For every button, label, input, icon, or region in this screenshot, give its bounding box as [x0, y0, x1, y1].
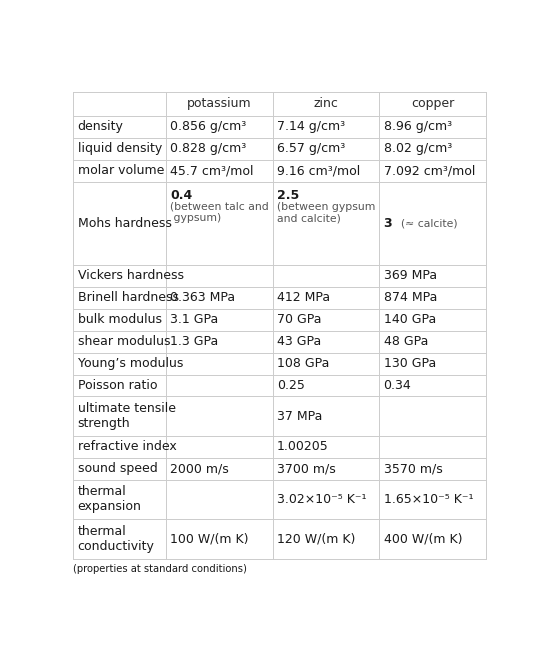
Text: 1.3 GPa: 1.3 GPa: [170, 335, 219, 348]
Text: (between gypsum
and calcite): (between gypsum and calcite): [277, 202, 376, 223]
Text: 400 W/(m K): 400 W/(m K): [384, 532, 462, 545]
Text: 369 MPa: 369 MPa: [384, 269, 437, 282]
Text: 3700 m/s: 3700 m/s: [277, 462, 336, 475]
Text: 0.828 g/cm³: 0.828 g/cm³: [170, 142, 247, 155]
Text: thermal
conductivity: thermal conductivity: [78, 525, 155, 553]
Text: (≈ calcite): (≈ calcite): [394, 218, 458, 228]
Text: Brinell hardness: Brinell hardness: [78, 291, 179, 304]
Text: 3: 3: [384, 217, 392, 230]
Text: 48 GPa: 48 GPa: [384, 335, 428, 348]
Text: thermal
expansion: thermal expansion: [78, 485, 141, 513]
Text: 45.7 cm³/mol: 45.7 cm³/mol: [170, 164, 254, 177]
Text: 3570 m/s: 3570 m/s: [384, 462, 442, 475]
Text: Mohs hardness: Mohs hardness: [78, 217, 171, 230]
Text: 6.57 g/cm³: 6.57 g/cm³: [277, 142, 345, 155]
Text: Young’s modulus: Young’s modulus: [78, 357, 183, 370]
Text: 7.092 cm³/mol: 7.092 cm³/mol: [384, 164, 475, 177]
Text: 7.14 g/cm³: 7.14 g/cm³: [277, 121, 345, 134]
Text: 0.4: 0.4: [170, 190, 193, 202]
Text: 100 W/(m K): 100 W/(m K): [170, 532, 249, 545]
Text: 3.02×10⁻⁵ K⁻¹: 3.02×10⁻⁵ K⁻¹: [277, 493, 366, 506]
Text: 874 MPa: 874 MPa: [384, 291, 437, 304]
Text: 37 MPa: 37 MPa: [277, 410, 322, 422]
Text: 0.34: 0.34: [384, 379, 411, 392]
Text: (between talc and
 gypsum): (between talc and gypsum): [170, 202, 269, 223]
Text: ultimate tensile
strength: ultimate tensile strength: [78, 402, 176, 430]
Text: 3.1 GPa: 3.1 GPa: [170, 313, 219, 326]
Text: refractive index: refractive index: [78, 441, 176, 454]
Text: 8.96 g/cm³: 8.96 g/cm³: [384, 121, 452, 134]
Text: Vickers hardness: Vickers hardness: [78, 269, 183, 282]
Text: 0.363 MPa: 0.363 MPa: [170, 291, 236, 304]
Text: molar volume: molar volume: [78, 164, 164, 177]
Text: 2000 m/s: 2000 m/s: [170, 462, 229, 475]
Text: 1.00205: 1.00205: [277, 441, 329, 454]
Text: 108 GPa: 108 GPa: [277, 357, 329, 370]
Text: density: density: [78, 121, 123, 134]
Text: potassium: potassium: [187, 97, 252, 110]
Text: 0.856 g/cm³: 0.856 g/cm³: [170, 121, 247, 134]
Text: 412 MPa: 412 MPa: [277, 291, 330, 304]
Text: Poisson ratio: Poisson ratio: [78, 379, 157, 392]
Text: shear modulus: shear modulus: [78, 335, 170, 348]
Text: 0.25: 0.25: [277, 379, 305, 392]
Text: liquid density: liquid density: [78, 142, 162, 155]
Text: 1.65×10⁻⁵ K⁻¹: 1.65×10⁻⁵ K⁻¹: [384, 493, 473, 506]
Text: 43 GPa: 43 GPa: [277, 335, 321, 348]
Text: zinc: zinc: [313, 97, 339, 110]
Text: 70 GPa: 70 GPa: [277, 313, 322, 326]
Text: bulk modulus: bulk modulus: [78, 313, 162, 326]
Text: sound speed: sound speed: [78, 462, 157, 475]
Text: 2.5: 2.5: [277, 190, 299, 202]
Text: 9.16 cm³/mol: 9.16 cm³/mol: [277, 164, 360, 177]
Text: (properties at standard conditions): (properties at standard conditions): [73, 563, 247, 574]
Text: 120 W/(m K): 120 W/(m K): [277, 532, 355, 545]
Text: 140 GPa: 140 GPa: [384, 313, 436, 326]
Text: 8.02 g/cm³: 8.02 g/cm³: [384, 142, 452, 155]
Text: copper: copper: [411, 97, 454, 110]
Text: 130 GPa: 130 GPa: [384, 357, 436, 370]
